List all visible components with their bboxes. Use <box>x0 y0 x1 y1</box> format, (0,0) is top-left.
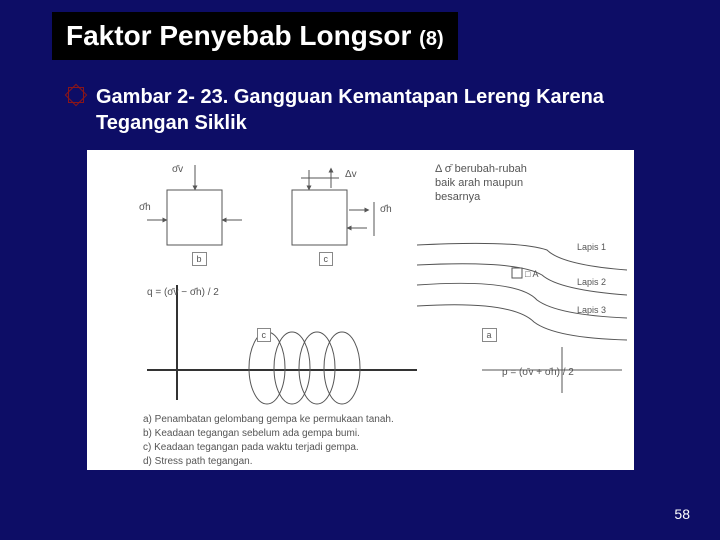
panel-c: Δv σ̄h <box>292 169 392 245</box>
layer-box-a: □ A <box>525 269 538 279</box>
figure-container: b c c a σ̄v σ̄h Δv <box>87 150 634 470</box>
label-sigma-v: σ̄v <box>172 164 183 175</box>
delta-sigma-note: Δ σ̄ berubah-rubah baik arah maupun besa… <box>435 163 527 203</box>
slide-title-bar: Faktor Penyebab Longsor (8) <box>52 12 458 60</box>
formula-p: p = (σ̄v + σ̄h) / 2 <box>502 367 574 378</box>
panel-label-c-top: c <box>319 252 334 266</box>
label-delta-v: Δv <box>345 169 357 180</box>
page-number: 58 <box>674 506 690 522</box>
label-sigma-h-left: σ̄h <box>139 202 151 213</box>
legend-a: a) Penambatan gelombang gempa ke permuka… <box>143 414 394 425</box>
layer-1: Lapis 1 <box>577 242 606 252</box>
layer-3: Lapis 3 <box>577 305 606 315</box>
legend-b: b) Keadaan tegangan sebelum ada gempa bu… <box>143 428 360 439</box>
figure-svg: σ̄v σ̄h Δv σ̄h Δ σ̄ berubah-rubah baik a… <box>87 150 634 470</box>
panel-b: σ̄v σ̄h <box>139 164 242 245</box>
bullet-star-icon <box>68 87 84 103</box>
note-l3: besarnya <box>435 191 481 203</box>
note-l1: Δ σ̄ berubah-rubah <box>435 163 527 175</box>
caption-row: Gambar 2- 23. Gangguan Kemantapan Lereng… <box>68 84 660 136</box>
label-sigma-h-right: σ̄h <box>380 204 392 215</box>
legend-c: c) Keadaan tegangan pada waktu terjadi g… <box>143 442 359 453</box>
slide-title: Faktor Penyebab Longsor <box>66 20 419 51</box>
slide-title-suffix: (8) <box>419 28 443 50</box>
panel-label-b: b <box>192 252 207 266</box>
stress-path-plot: q = (σ̄v − σ̄h) / 2 <box>147 285 417 404</box>
figure-legend: a) Penambatan gelombang gempa ke permuka… <box>143 414 394 467</box>
panel-label-c-bottom: c <box>257 328 272 342</box>
layer-2: Lapis 2 <box>577 277 606 287</box>
note-l2: baik arah maupun <box>435 177 523 189</box>
slope-layers: Lapis 1 Lapis 2 Lapis 3 □ A <box>417 242 627 340</box>
legend-d: d) Stress path tegangan. <box>143 456 253 467</box>
panel-label-a: a <box>482 328 497 342</box>
formula-q: q = (σ̄v − σ̄h) / 2 <box>147 287 219 298</box>
figure-caption: Gambar 2- 23. Gangguan Kemantapan Lereng… <box>96 84 660 136</box>
